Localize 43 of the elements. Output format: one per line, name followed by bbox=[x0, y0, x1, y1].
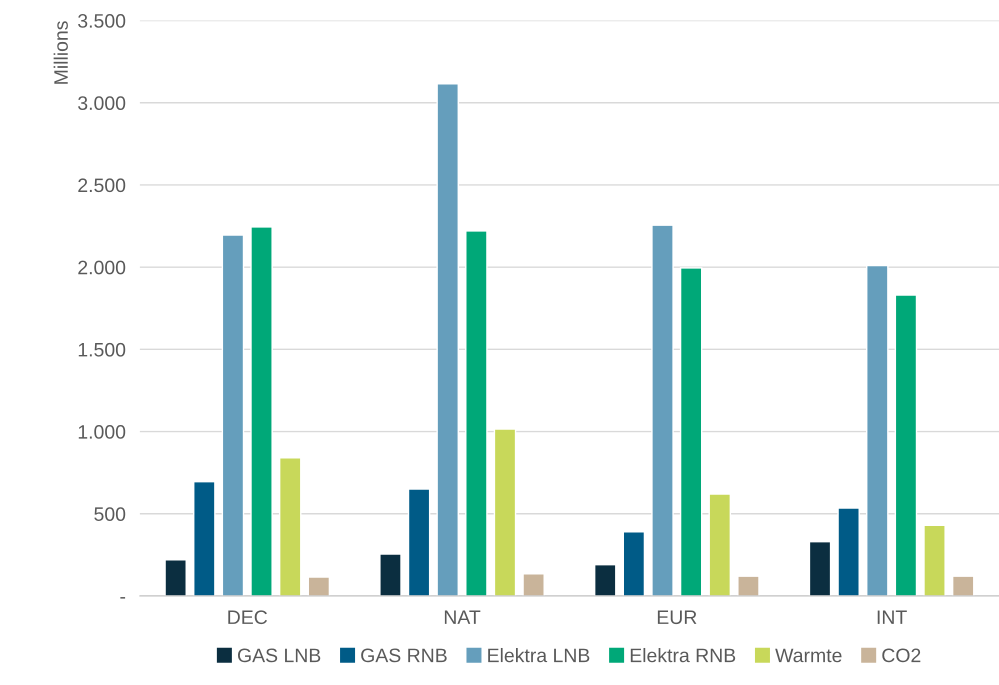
bar bbox=[708, 493, 732, 596]
y-tick-label: 500 bbox=[94, 507, 126, 521]
bar bbox=[894, 294, 918, 596]
y-tick-label: 3.500 bbox=[78, 14, 126, 28]
y-tick-label: 1.500 bbox=[78, 342, 126, 357]
bar bbox=[436, 83, 459, 596]
bar bbox=[837, 507, 860, 596]
bar bbox=[737, 576, 760, 596]
legend-label: CO2 bbox=[882, 648, 920, 662]
y-tick-label: 2.500 bbox=[78, 178, 126, 192]
x-tick-label: INT bbox=[878, 610, 907, 624]
bar bbox=[222, 234, 244, 596]
bar bbox=[193, 480, 216, 596]
bar bbox=[250, 226, 273, 596]
y-tick-label: 1.000 bbox=[78, 425, 126, 439]
x-tick-label: NAT bbox=[444, 610, 480, 624]
bar bbox=[408, 488, 430, 596]
bar bbox=[952, 576, 974, 596]
x-tick-label: EUR bbox=[658, 610, 696, 624]
y-tick-label: 2.000 bbox=[78, 260, 126, 274]
bar bbox=[522, 573, 545, 596]
bar bbox=[164, 559, 187, 596]
bar bbox=[379, 553, 402, 596]
bar bbox=[651, 224, 674, 596]
legend-label: Elektra LNB bbox=[488, 648, 590, 662]
legend-label: Elektra RNB bbox=[630, 648, 736, 662]
bar bbox=[866, 264, 889, 596]
x-tick-label: DEC bbox=[228, 610, 268, 624]
bar bbox=[278, 457, 302, 596]
bar bbox=[308, 576, 330, 596]
legend-label: Warmte bbox=[775, 648, 842, 662]
bar bbox=[465, 230, 488, 596]
bar bbox=[594, 564, 616, 596]
bar bbox=[622, 531, 646, 596]
y-tick-label: - bbox=[120, 597, 126, 599]
legend-label: GAS LNB bbox=[238, 648, 320, 662]
bar bbox=[923, 524, 946, 596]
y-axis-title: Millions bbox=[54, 21, 68, 84]
legend-label: GAS RNB bbox=[361, 648, 447, 662]
bar bbox=[680, 267, 702, 596]
y-tick-label: 3.000 bbox=[78, 96, 126, 110]
bar bbox=[494, 428, 516, 596]
bar bbox=[808, 541, 832, 596]
